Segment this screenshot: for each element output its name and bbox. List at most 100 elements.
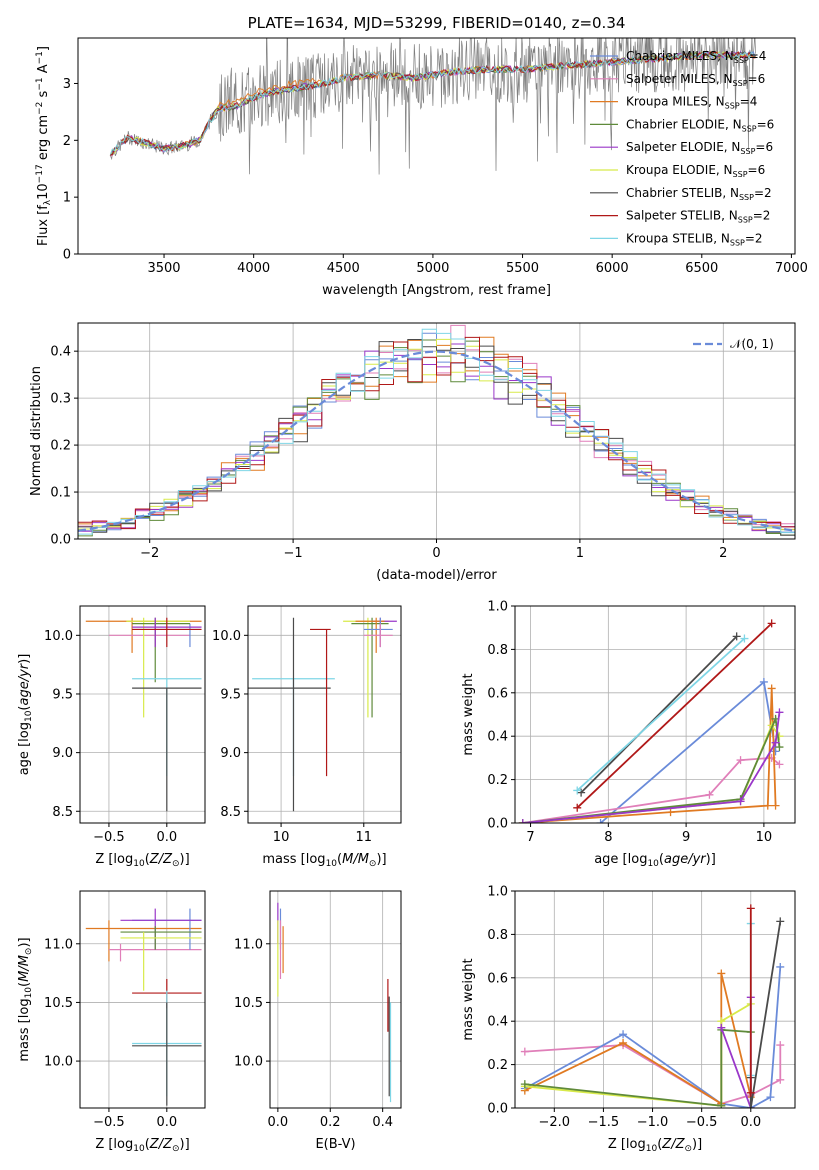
spectrum-xtick-label: 6500 [685,261,718,276]
spectrum-ylabel: Flux [fλ10−17 erg cm−2 s−1 A−1] [35,46,53,246]
residuals-ytick-label: 0.1 [50,486,71,501]
age_vs_mass-ytick-label: 9.0 [220,746,241,761]
age_vs_mass-point-kroupa_elodie [343,617,389,718]
spectrum-lines [109,38,757,175]
spectrum-ytick-label: 0 [63,248,71,263]
age_vs_Z-axes: −0.5 0.0 8.5 9.0 9.5 10.0 [44,606,205,845]
marker [775,708,784,717]
marker [776,1041,785,1050]
marker [775,743,784,752]
massweight_vs_Z-ylabel: mass weight [461,958,476,1040]
mass_vs_EBV-xtick-label: 0.0 [268,1115,289,1130]
mass_vs_Z-ytick-label: 10.5 [44,996,73,1011]
age_vs_Z-ytick-label: 9.5 [52,687,73,702]
mass_vs_Z-xtick-label: 0.0 [156,1115,177,1130]
mass_vs_Z-xtick-label: −0.5 [93,1115,125,1130]
marker [759,677,768,686]
marker [573,803,582,812]
residuals-frame [77,322,796,540]
mass_vs_Z-frame [79,890,206,1109]
spectrum-title: PLATE=1634, MJD=53299, FIBERID=0140, z=0… [248,14,626,32]
spectrum-axes: 3500 4000 4500 5000 5500 6000 6500 7000 0 1 2 3 [63,77,808,276]
marker [771,738,780,747]
legend-label: Salpeter MILES, NSSP=6 [626,72,765,88]
age_vs_mass-point-chabrier_stelib [248,617,331,812]
age_vs_mass-points [248,617,397,812]
massweight_vs_age-xlabel: age [log10(age/yr)] [594,852,716,869]
residuals-ytick-label: 0.3 [50,392,71,407]
residuals-xtick-label: −1 [284,546,303,561]
legend-label: Kroupa MILES, NSSP=4 [626,95,757,111]
mass_vs_EBV-frame [269,890,402,1109]
age_vs_mass-point-salpeter_miles [363,623,393,648]
mass_vs_Z-ylabel: mass [log10(M/M⊙)] [17,937,34,1061]
age_vs_Z-point-chabrier_stelib [132,687,202,812]
massweight_vs_age-xtick-label: 10 [756,830,773,845]
massweight_vs_Z-lines [520,904,785,1108]
mass_vs_Z-points [85,908,202,1106]
age_vs_mass-point-chabrier_elodie [351,617,389,718]
massweight_vs_Z-xtick-label: −0.5 [686,1115,718,1130]
spectrum-xtick-label: 3500 [147,261,180,276]
massweight_vs_Z-ytick-label: 1.0 [487,885,508,900]
massweight_vs_age-ytick-label: 1.0 [487,600,508,615]
legend-entry-salpeter_stelib: Salpeter STELIB, NSSP=2 [590,209,770,225]
legend-gauss: 𝒩(0, 1) [693,337,774,351]
age_vs_mass-ytick-label: 8.5 [220,805,241,820]
spectrum-xtick-label: 4000 [237,261,270,276]
marker [776,917,785,926]
spectrum-xtick-label: 4500 [327,261,360,276]
marker [619,1030,628,1039]
residuals-xtick-label: 2 [719,546,727,561]
spectrum-xlabel: wavelength [Angstrom, rest frame] [322,283,551,298]
residuals-xtick-label: −2 [140,546,159,561]
spectrum-frame [77,37,796,255]
massweight_vs_age-ytick-label: 0.0 [487,817,508,832]
marker [775,760,784,769]
marker [767,619,776,628]
massweight_vs_age-ylabel: mass weight [461,673,476,755]
age_vs_mass-axes: 10 11 8.5 9.0 9.5 10.0 [212,606,401,845]
age_vs_Z-frame [79,605,206,824]
spectrum-xtick-label: 7000 [775,261,808,276]
age_vs_mass-point-salpeter_stelib [310,628,331,777]
marker [746,1104,755,1108]
mass_vs_Z-point-chabrier_stelib [132,1002,202,1106]
marker [520,1047,529,1056]
histogram-kroupa_stelib [78,328,795,539]
marker [771,801,780,810]
massweight_vs_age-xtick-label: 9 [682,830,690,845]
marker [520,1080,529,1089]
massweight_vs_Z-xtick-label: −1.0 [637,1115,669,1130]
mass_vs_Z-ytick-label: 10.0 [44,1055,73,1070]
residuals-ytick-label: 0.4 [50,345,71,360]
age_vs_Z-points [85,617,202,812]
age_vs_Z-xtick-label: −0.5 [93,830,125,845]
mass_vs_Z-ytick-label: 11.0 [44,937,73,952]
legend-label: Salpeter ELODIE, NSSP=6 [626,140,773,156]
massweight_vs_Z-xlabel: Z [log10(Z/Z⊙)] [608,1137,702,1154]
legend-entry-chabrier_miles: Chabrier MILES, NSSP=4 [590,49,766,65]
marker [736,756,745,765]
legend-label: Chabrier STELIB, NSSP=2 [626,186,772,202]
marker [766,1093,775,1102]
spectrum-ytick-label: 1 [63,191,71,206]
residuals-ylabel: Normed distribution [29,366,44,496]
age_vs_mass-xtick-label: 11 [356,830,373,845]
marker [596,819,605,823]
spectrum-data [109,38,756,175]
mass_vs_EBV-xtick-label: 0.2 [320,1115,341,1130]
residuals-ytick-label: 0.2 [50,439,71,454]
age_vs_mass-xlabel: mass [log10(M/M⊙)] [262,852,386,869]
mass_vs_EBV-ytick-label: 10.5 [234,996,263,1011]
massweight_vs_age-xtick-label: 8 [604,830,612,845]
marker [776,1075,785,1084]
age_vs_Z-xlabel: Z [log10(Z/Z⊙)] [95,852,189,869]
massweight_vs_age-axes: 7 8 9 10 0.0 0.2 0.4 0.6 0.8 1.0 [487,600,795,845]
mass_vs_EBV-xtick-label: 0.4 [372,1115,393,1130]
residuals-xlabel: (data-model)/error [376,568,497,583]
legend-entry-salpeter_elodie: Salpeter ELODIE, NSSP=6 [590,140,773,156]
massweight_vs_Z-series-chabrier_stelib [746,917,785,1108]
residuals-xtick-label: 0 [432,546,440,561]
legend-label: Chabrier ELODIE, NSSP=6 [626,117,774,133]
